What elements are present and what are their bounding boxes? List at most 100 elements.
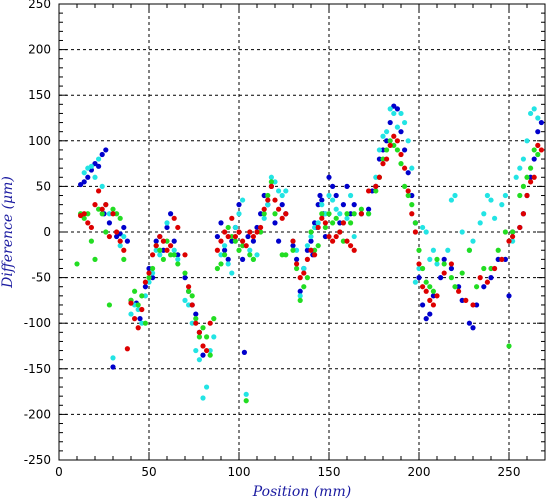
point-cyan bbox=[402, 119, 408, 126]
point-red bbox=[398, 151, 404, 158]
point-green bbox=[268, 179, 274, 185]
point-green bbox=[391, 142, 397, 148]
point-red bbox=[416, 261, 422, 267]
point-green bbox=[229, 233, 235, 240]
point-green bbox=[441, 261, 447, 267]
point-blue bbox=[348, 211, 354, 217]
point-blue bbox=[466, 320, 472, 326]
point-cyan bbox=[380, 133, 386, 139]
point-blue bbox=[222, 247, 228, 253]
point-cyan bbox=[88, 163, 94, 169]
point-blue bbox=[369, 188, 375, 194]
point-green bbox=[85, 211, 91, 217]
point-blue bbox=[344, 183, 350, 189]
point-red bbox=[218, 238, 224, 244]
point-cyan bbox=[531, 106, 537, 112]
point-cyan bbox=[445, 247, 451, 253]
point-red bbox=[538, 147, 545, 153]
point-blue bbox=[427, 311, 433, 317]
point-green bbox=[322, 224, 328, 231]
point-blue bbox=[241, 349, 247, 355]
point-red bbox=[294, 261, 300, 267]
point-cyan bbox=[164, 220, 170, 226]
point-red bbox=[207, 320, 213, 326]
point-blue bbox=[142, 284, 148, 290]
point-cyan bbox=[240, 197, 246, 203]
point-cyan bbox=[513, 174, 519, 180]
point-green bbox=[380, 156, 386, 162]
point-red bbox=[348, 243, 354, 249]
point-red bbox=[222, 229, 228, 235]
point-red bbox=[420, 284, 426, 290]
point-blue bbox=[430, 293, 436, 299]
point-red bbox=[106, 233, 112, 240]
point-green bbox=[366, 211, 372, 217]
point-green bbox=[423, 279, 429, 285]
point-red bbox=[333, 233, 339, 240]
point-blue bbox=[110, 364, 116, 370]
point-blue bbox=[402, 147, 408, 153]
point-green bbox=[121, 256, 127, 262]
point-blue bbox=[92, 161, 98, 167]
point-blue bbox=[146, 265, 152, 272]
point-green bbox=[297, 297, 303, 303]
point-green bbox=[528, 165, 534, 171]
point-cyan bbox=[517, 165, 523, 171]
point-cyan bbox=[470, 238, 476, 244]
point-blue bbox=[290, 243, 296, 249]
point-green bbox=[333, 215, 339, 221]
point-cyan bbox=[502, 192, 508, 199]
point-cyan bbox=[492, 215, 498, 221]
point-green bbox=[204, 334, 210, 340]
point-red bbox=[376, 174, 382, 180]
grid-lines bbox=[59, 4, 545, 460]
point-cyan bbox=[110, 355, 116, 361]
point-green bbox=[290, 247, 296, 253]
point-green bbox=[495, 247, 501, 253]
point-green bbox=[398, 161, 404, 167]
point-red bbox=[153, 243, 159, 249]
point-blue bbox=[294, 256, 300, 262]
point-green bbox=[96, 206, 102, 212]
point-green bbox=[186, 288, 192, 294]
point-cyan bbox=[452, 192, 458, 199]
point-cyan bbox=[304, 243, 310, 249]
point-cyan bbox=[150, 270, 156, 276]
point-red bbox=[337, 229, 343, 235]
point-red bbox=[484, 279, 490, 285]
x-tick-label: 200 bbox=[408, 465, 431, 479]
point-blue bbox=[333, 192, 339, 199]
point-blue bbox=[164, 224, 170, 231]
point-green bbox=[250, 256, 256, 262]
point-red bbox=[315, 224, 321, 231]
point-green bbox=[348, 220, 354, 226]
point-cyan bbox=[384, 129, 390, 135]
point-green bbox=[340, 238, 346, 244]
point-cyan bbox=[175, 256, 181, 262]
point-blue bbox=[245, 233, 251, 240]
point-green bbox=[222, 252, 228, 258]
point-red bbox=[164, 247, 170, 253]
point-blue bbox=[423, 316, 429, 322]
point-cyan bbox=[322, 211, 328, 217]
point-red bbox=[402, 165, 408, 171]
y-tick-label: -50 bbox=[31, 271, 51, 285]
point-red bbox=[196, 329, 202, 335]
point-blue bbox=[214, 233, 220, 240]
point-cyan bbox=[186, 302, 192, 308]
point-cyan bbox=[268, 174, 274, 180]
point-green bbox=[481, 265, 487, 272]
point-red bbox=[81, 211, 87, 217]
point-blue bbox=[391, 103, 397, 109]
point-green bbox=[193, 316, 199, 322]
point-green bbox=[182, 270, 188, 276]
point-green bbox=[452, 284, 458, 290]
point-blue bbox=[85, 174, 91, 180]
point-cyan bbox=[207, 347, 213, 354]
point-red bbox=[301, 270, 307, 276]
point-red bbox=[520, 211, 527, 217]
point-green bbox=[387, 138, 393, 144]
point-green bbox=[110, 206, 116, 212]
point-green bbox=[272, 211, 278, 217]
point-red bbox=[412, 229, 418, 235]
